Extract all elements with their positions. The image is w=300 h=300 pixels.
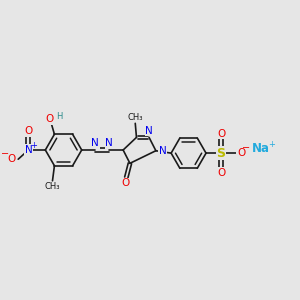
Text: O: O (7, 154, 16, 164)
Text: Na: Na (252, 142, 270, 155)
Text: H: H (56, 112, 62, 121)
Text: O: O (122, 178, 130, 188)
Text: O: O (237, 148, 245, 158)
Text: N: N (25, 145, 32, 155)
Text: CH₃: CH₃ (45, 182, 60, 191)
Text: S: S (217, 147, 226, 160)
Text: +: + (30, 141, 37, 150)
Text: N: N (145, 126, 153, 136)
Text: N: N (159, 146, 167, 156)
Text: O: O (46, 114, 54, 124)
Text: −: − (242, 143, 250, 153)
Text: O: O (217, 129, 225, 139)
Text: O: O (24, 126, 32, 136)
Text: CH₃: CH₃ (128, 113, 143, 122)
Text: −: − (1, 149, 9, 159)
Text: N: N (105, 138, 113, 148)
Text: O: O (217, 167, 225, 178)
Text: N: N (91, 138, 99, 148)
Text: +: + (268, 140, 275, 149)
